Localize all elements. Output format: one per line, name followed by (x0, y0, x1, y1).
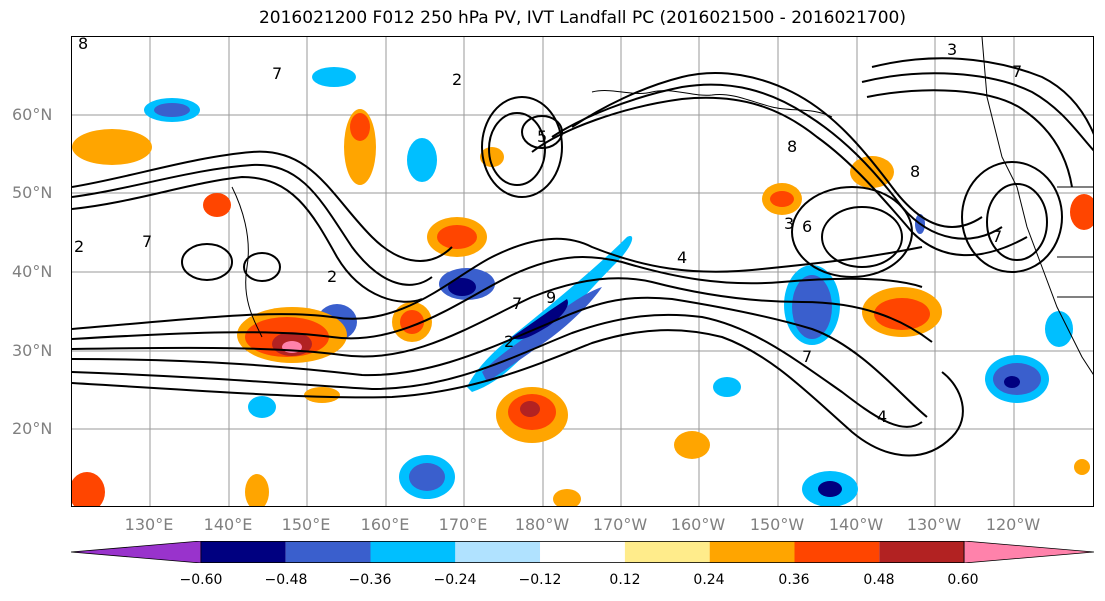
neg-patch-ne-pacific-mid (792, 275, 832, 339)
lat-label-50n: 50°N (12, 183, 53, 202)
pos-patch-nnw-mid (350, 113, 370, 141)
pos-patch-small-4 (203, 193, 231, 217)
contour-label-13: 2 (504, 332, 514, 351)
lat-label-20n: 20°N (12, 419, 53, 438)
contour-label-8: 2 (74, 237, 84, 256)
neg-patch-se-core (818, 481, 842, 497)
colorbar-extend-right (963, 541, 1094, 563)
lon-label-130e: 130°E (124, 515, 174, 534)
contour-label-16: 6 (802, 217, 812, 236)
colorbar-segment (879, 541, 965, 563)
colorbar-segment (709, 541, 795, 563)
pos-patch-small-5 (1070, 194, 1093, 230)
contour-label-7: 8 (787, 137, 797, 156)
lon-label-130w: 130°W (906, 515, 962, 534)
contour-label-6: 7 (1012, 62, 1022, 81)
cb-tick-8: 0.36 (778, 572, 810, 588)
colorbar (71, 541, 1094, 563)
colorbar-segments (71, 541, 1094, 563)
contour-label-17: 7 (802, 347, 812, 366)
contour-label-19: 8 (910, 162, 920, 181)
neg-patch-main-band-core (512, 299, 568, 340)
cb-tick-9: 0.48 (863, 572, 895, 588)
cb-tick-10: 0.60 (947, 572, 979, 588)
pos-patch-ne-mid (874, 298, 930, 330)
lon-label-170e: 170°E (438, 515, 488, 534)
colorbar-segment (455, 541, 541, 563)
neg-patch-small-1 (407, 138, 437, 182)
map-gridlines (72, 37, 1093, 506)
pos-patch-nw (72, 129, 152, 165)
contour-label-11: 7 (512, 294, 522, 313)
ivt-anomaly-fills (72, 67, 1093, 506)
map-title: 2016021200 F012 250 hPa PV, IVT Landfall… (258, 8, 906, 28)
contour-label-12: 9 (546, 288, 556, 307)
lon-label-150w: 150°W (749, 515, 805, 534)
cb-tick-3: −0.36 (348, 572, 392, 588)
neg-patch-nw-core (154, 103, 190, 117)
pos-patch-small-8 (480, 147, 504, 167)
contour-label-15: 3 (784, 214, 794, 233)
colorbar-segment (200, 541, 286, 563)
cb-tick-6: 0.12 (609, 572, 641, 588)
cb-tick-5: −0.12 (518, 572, 562, 588)
lon-label-160w: 160°W (670, 515, 726, 534)
neg-patch-small-2 (713, 377, 741, 397)
lon-label-170w: 170°W (592, 515, 648, 534)
neg-patch-main-band-mid (482, 287, 602, 382)
cb-tick-2: −0.48 (264, 572, 308, 588)
contour-label-10: 2 (327, 267, 337, 286)
lat-label-30n: 30°N (12, 341, 53, 360)
neg-patch-small-5 (1045, 311, 1073, 347)
contour-label-1: 8 (78, 37, 88, 53)
lon-label-140w: 140°W (828, 515, 884, 534)
neg-patch-small-3 (248, 396, 276, 418)
colorbar-segment (624, 541, 710, 563)
contour-labels: 8 7 2 5 3 7 8 2 7 2 7 9 2 4 3 6 7 4 8 7 (74, 37, 1022, 426)
lon-label-180w: 180°W (514, 515, 570, 534)
pos-patch-gulf-mid (770, 191, 794, 207)
map-canvas: 8 7 2 5 3 7 8 2 7 2 7 9 2 4 3 6 7 4 8 7 (72, 37, 1093, 506)
pos-patch-small-3 (245, 474, 269, 506)
contour-label-14: 4 (677, 248, 687, 267)
pos-patch-midlat-mid (437, 225, 477, 249)
neg-patch-central-core (448, 278, 476, 296)
contour-label-9: 7 (142, 232, 152, 251)
colorbar-segment (540, 541, 625, 563)
cb-tick-7: 0.24 (693, 572, 725, 588)
colorbar-segment (370, 541, 456, 563)
pos-patch-small-1 (674, 431, 710, 459)
cb-tick-4: −0.24 (433, 572, 477, 588)
lon-label-140e: 140°E (203, 515, 253, 534)
colorbar-segment (794, 541, 880, 563)
pos-patch-small-7 (304, 387, 340, 403)
pos-patch-small-2 (553, 489, 581, 506)
pv-contours (72, 57, 1093, 457)
coastlines (231, 37, 1093, 375)
pos-patch-small-6 (72, 472, 105, 506)
colorbar-segment (285, 541, 371, 563)
contour-label-2: 7 (272, 64, 282, 83)
pos-patch-small-9 (1074, 459, 1090, 475)
map-panel: 8 7 2 5 3 7 8 2 7 2 7 9 2 4 3 6 7 4 8 7 (71, 36, 1094, 507)
pos-patch-sub1-strong (520, 401, 540, 417)
contour-label-4: 5 (537, 127, 547, 146)
colorbar-outline (200, 541, 965, 563)
lat-label-60n: 60°N (12, 105, 53, 124)
contour-label-5: 3 (947, 40, 957, 59)
contour-label-3: 2 (452, 70, 462, 89)
colorbar-extend-left (71, 541, 202, 563)
lat-label-40n: 40°N (12, 262, 53, 281)
neg-patch-socal-core (1004, 376, 1020, 388)
neg-patch-south-mid (409, 463, 445, 491)
contour-label-18: 4 (877, 407, 887, 426)
lon-label-160e: 160°E (360, 515, 410, 534)
lon-label-150e: 150°E (281, 515, 331, 534)
neg-patch-north (312, 67, 356, 87)
contour-label-20: 7 (992, 227, 1002, 246)
lon-label-120w: 120°W (985, 515, 1041, 534)
cb-tick-1: −0.60 (179, 572, 223, 588)
